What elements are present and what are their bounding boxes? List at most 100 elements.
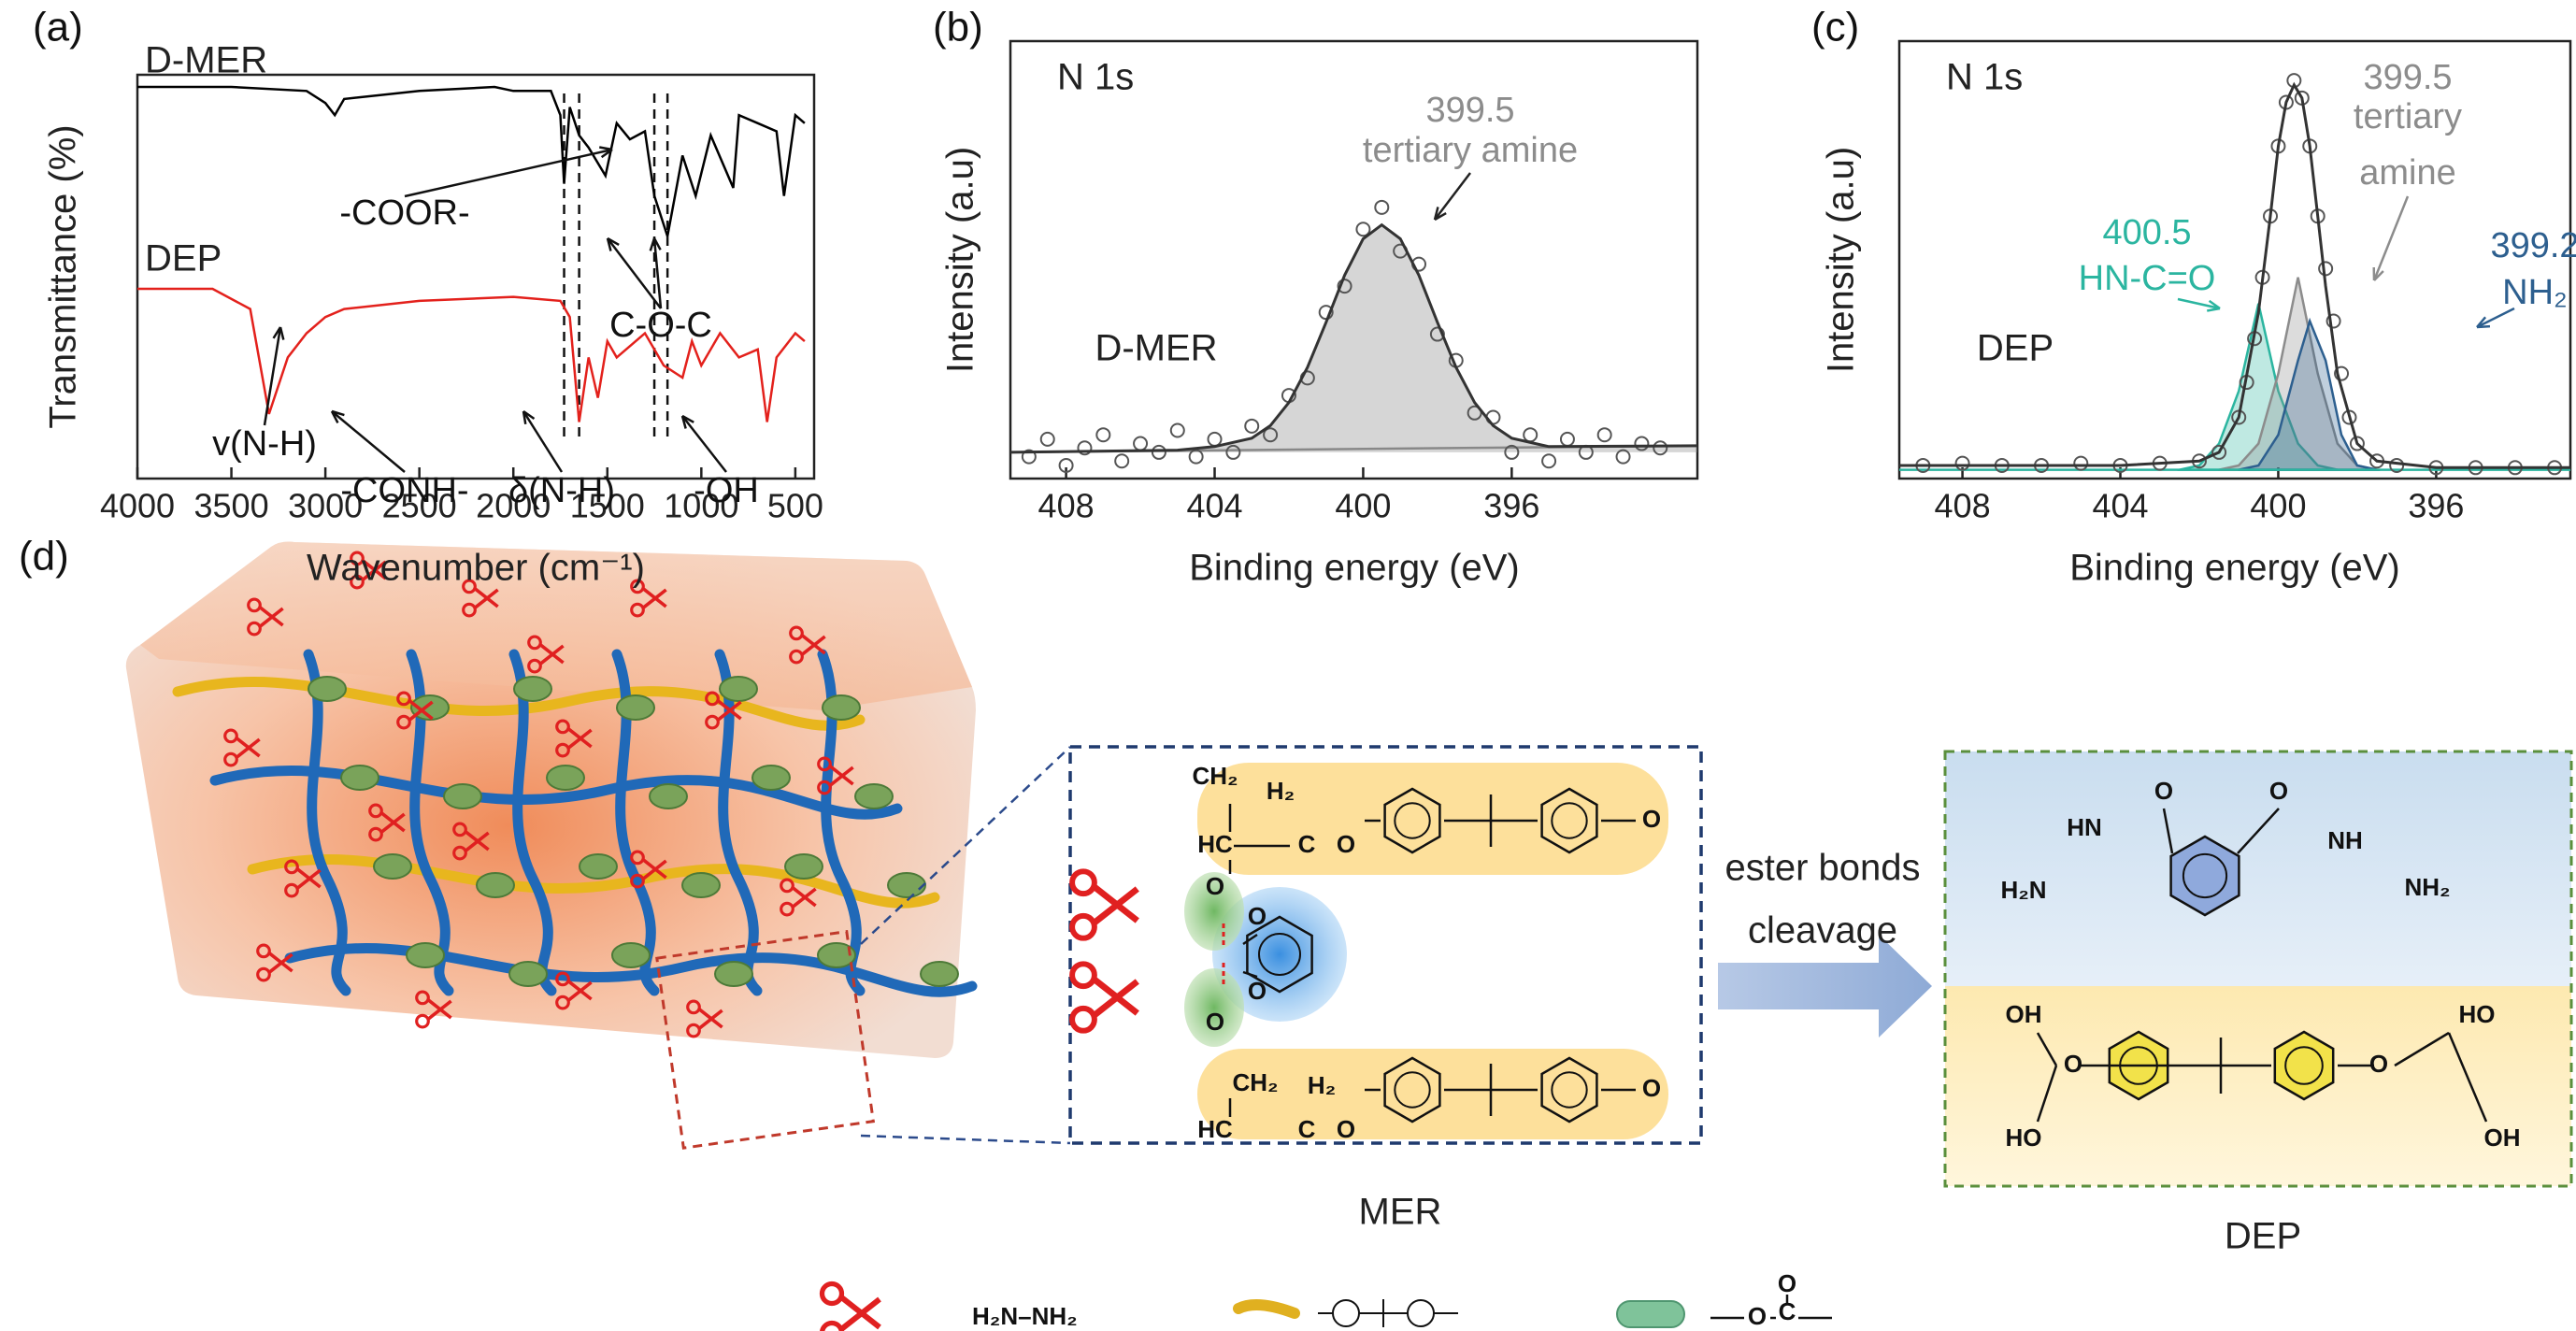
crosslink-chain xyxy=(303,649,351,996)
scissors-handle xyxy=(462,602,477,618)
data-point xyxy=(1523,427,1538,443)
scissors-handle xyxy=(686,999,701,1015)
bpa-unit xyxy=(1197,1049,1668,1139)
scissors-handle xyxy=(452,822,467,837)
scissors xyxy=(705,691,742,730)
atom-label: H₂N xyxy=(2000,876,2046,904)
annotation-arrow xyxy=(2372,195,2410,281)
scissors-handle xyxy=(817,780,832,795)
data-point xyxy=(1337,279,1352,294)
legend-atom: C xyxy=(1779,1297,1796,1325)
ester-node xyxy=(406,942,445,968)
atom-label: H₂ xyxy=(1308,1071,1336,1099)
ester-node xyxy=(476,872,515,898)
ester-node xyxy=(719,676,758,702)
x-tick-label: 396 xyxy=(2408,487,2464,525)
scissors-handle xyxy=(284,859,299,875)
x-tick-label: 2500 xyxy=(382,487,457,525)
ester-node xyxy=(546,765,585,791)
arrow-text: cleavage xyxy=(1748,910,1897,952)
scissors-handle xyxy=(223,728,238,744)
scissors xyxy=(780,878,817,917)
ring-bond xyxy=(1394,802,1431,839)
data-point xyxy=(1653,440,1668,456)
ester-node xyxy=(681,872,721,898)
atom-label: O xyxy=(1248,977,1267,1005)
annotation: tertiary amine xyxy=(1363,131,1578,170)
scissors-handle xyxy=(630,850,645,866)
atom-label: HN xyxy=(2067,813,2102,841)
data-point xyxy=(1133,436,1149,451)
zoom-line xyxy=(860,746,1071,945)
scissors-blade xyxy=(566,980,593,1003)
scissors-handle xyxy=(1069,912,1097,941)
data-point xyxy=(1114,453,1130,469)
plot-frame xyxy=(136,73,816,480)
scissors-handle xyxy=(686,1023,701,1038)
scissors xyxy=(1069,961,1139,1034)
legend-atom: O xyxy=(1778,1269,1796,1297)
arrow-head xyxy=(2207,299,2221,312)
legend-chain xyxy=(1233,1299,1300,1319)
scissors-handle xyxy=(555,995,570,1010)
hydrazide-product xyxy=(1945,751,2571,986)
plot-frame xyxy=(1009,39,1699,480)
data-point xyxy=(1207,431,1223,447)
scissors xyxy=(527,635,565,674)
legend: H₂N–NH₂ O CO xyxy=(819,1269,1832,1331)
bond xyxy=(1242,933,1258,946)
annotation-arrow xyxy=(2476,307,2515,329)
ring xyxy=(2169,835,2240,917)
annotation-arrow xyxy=(522,410,564,473)
bond xyxy=(2036,1065,2058,1123)
scissors-blade xyxy=(641,588,667,610)
scissors-handle xyxy=(555,719,570,735)
atom-label: HO xyxy=(2459,1000,2496,1028)
x-tick-label: 3000 xyxy=(288,487,363,525)
data-point xyxy=(1374,199,1390,215)
data-point xyxy=(2318,261,2334,277)
ring-bond xyxy=(1551,1071,1588,1109)
annotation: v(N-H) xyxy=(212,424,317,464)
x-tick-label: 1500 xyxy=(570,487,645,525)
fit-line xyxy=(1009,222,1698,454)
polymer-chain xyxy=(172,677,866,731)
arrow-head xyxy=(330,409,345,424)
bond xyxy=(2237,808,2280,854)
dep-label: DEP xyxy=(2225,1216,2301,1257)
plot-frame xyxy=(1897,39,2572,480)
x-tick-label: 404 xyxy=(2092,487,2148,525)
annotation: tertiary xyxy=(2354,97,2462,136)
gel-top xyxy=(140,541,972,710)
x-tick-label: 400 xyxy=(1335,487,1391,525)
sample-label: DEP xyxy=(1977,328,2054,369)
x-tick-label: 408 xyxy=(1038,487,1095,525)
scissors-blade xyxy=(566,728,593,751)
annotation: -CONH- xyxy=(340,471,468,510)
atom-label: O xyxy=(1642,805,1661,833)
annotation-arrow xyxy=(681,415,727,473)
scissors-handle xyxy=(452,845,467,861)
scissors-blade xyxy=(791,887,817,909)
scissors-handle xyxy=(247,621,262,637)
ester-node xyxy=(616,694,655,721)
annotation: 399.5 xyxy=(2363,58,2452,97)
scissors-handle xyxy=(396,714,411,730)
data-point xyxy=(1151,444,1166,460)
atom-label: O xyxy=(2064,1050,2082,1078)
scissors-handle xyxy=(789,625,804,641)
ester-node xyxy=(784,853,823,880)
scissors-blade xyxy=(361,560,387,582)
scissors xyxy=(555,719,593,758)
chart-title: N 1s xyxy=(1057,57,1134,98)
data-point xyxy=(2334,365,2350,381)
scissors-blade xyxy=(473,588,499,610)
scissors-handle xyxy=(256,943,271,959)
scissors-blade xyxy=(258,607,284,629)
scissors-blade xyxy=(1091,886,1139,927)
ring xyxy=(1383,1056,1441,1123)
arrow-head xyxy=(599,146,613,159)
scissors-handle xyxy=(462,579,477,594)
